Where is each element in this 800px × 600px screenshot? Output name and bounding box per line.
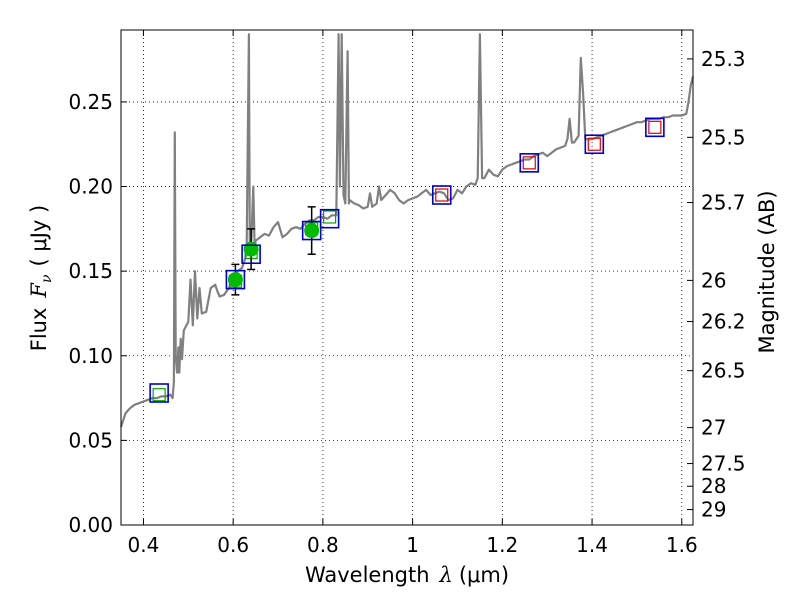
- mag-tick-label: 27.5: [701, 452, 746, 476]
- y-axis-label: FluxFν( μJy ): [27, 205, 55, 351]
- markers: [149, 117, 665, 403]
- measurement-point: [243, 241, 259, 257]
- observed-photometry-square: [149, 383, 169, 403]
- model-photometry-square: [522, 156, 536, 170]
- mag-tick-label: 26.2: [701, 310, 746, 334]
- observed-photometry-square: [225, 269, 246, 290]
- x-tick-label: 1.4: [576, 533, 608, 557]
- x-tick-label: 1.2: [486, 533, 518, 557]
- x-tick-label: 0.6: [217, 533, 249, 557]
- y-tick-label: 0.00: [68, 513, 113, 537]
- observed-photometry-square: [431, 185, 452, 205]
- measurement-point: [304, 223, 320, 239]
- x-axis-label: Wavelength λ (μm): [305, 563, 509, 587]
- observed-photometry-square: [241, 244, 261, 265]
- x-tick-label: 0.8: [307, 533, 339, 557]
- x-tick-label: 1.6: [666, 533, 698, 557]
- grid: [121, 30, 693, 526]
- y-tick-label: 0.05: [68, 428, 113, 452]
- observed-photometry-square: [319, 208, 340, 229]
- model-photometry-square: [435, 188, 449, 202]
- observed-photometry-square: [519, 153, 540, 173]
- observed-photometry-square: [301, 220, 322, 241]
- mag-tick-label: 27: [701, 416, 726, 440]
- x-tick-label: 0.4: [128, 533, 160, 557]
- observed-photometry-square: [645, 117, 665, 138]
- y-tick-label: 0.20: [68, 175, 113, 199]
- mag-tick-label: 25.5: [701, 125, 746, 149]
- model-photometry-square: [587, 137, 601, 151]
- y-tick-label: 0.25: [68, 90, 113, 114]
- model-photometry-square: [648, 120, 662, 134]
- y-tick-label: 0.10: [68, 344, 113, 368]
- ticks: 0.4 0.6 0.8 1 1.2 1.4 1.6 0.00 0.05 0.10 0.15 0.20 0…: [68, 30, 746, 557]
- spectrum: [119, 33, 695, 428]
- x-tick-label: 1: [406, 533, 419, 557]
- y2-axis-label: Magnitude (AB): [755, 190, 779, 353]
- plot-frame: [120, 29, 694, 526]
- measurement-point: [227, 272, 243, 288]
- mag-tick-label: 26: [701, 268, 726, 292]
- y-tick-label: 0.15: [68, 259, 113, 283]
- spectrum-line: [119, 33, 695, 428]
- observed-photometry-square: [584, 134, 605, 155]
- model-photometry-square: [323, 210, 337, 224]
- mag-tick-label: 29: [701, 498, 726, 522]
- mag-tick-label: 25.3: [701, 47, 746, 71]
- model-photometry-square: [152, 388, 166, 402]
- mag-tick-label: 26.5: [701, 359, 746, 383]
- mag-tick-label: 28: [701, 474, 726, 498]
- mag-tick-label: 25.7: [701, 191, 746, 215]
